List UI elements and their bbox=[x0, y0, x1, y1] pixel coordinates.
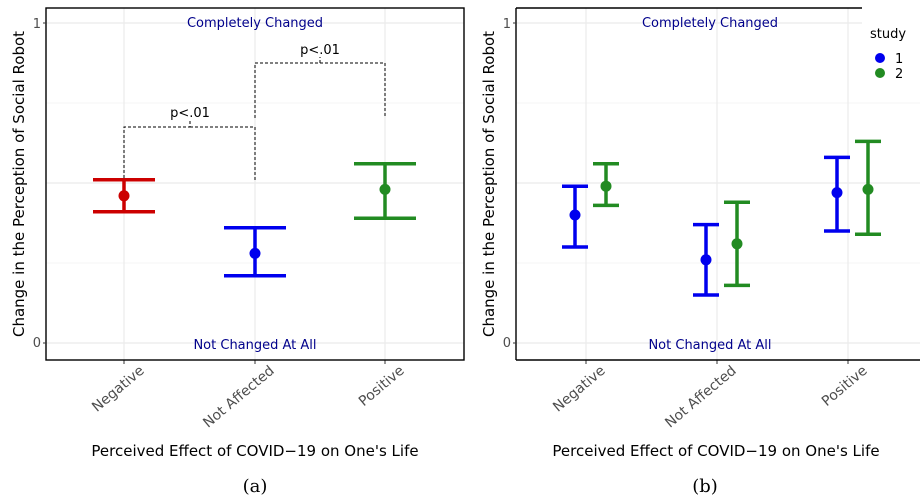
panel-a-xtick-positive: Positive bbox=[356, 363, 408, 410]
point-pb-s2-negative bbox=[600, 180, 612, 192]
panel-a-significance: p<.01 p<.01 bbox=[123, 43, 386, 180]
point-pb-s1-not-affected bbox=[700, 254, 712, 266]
panel-b-grid bbox=[515, 7, 920, 364]
errorbar-pb-s2-not-affected bbox=[724, 200, 750, 288]
point-pa-not-affected bbox=[249, 247, 261, 259]
panel-b-ytick-0: 0 bbox=[503, 336, 511, 351]
point-pb-s2-not-affected bbox=[731, 238, 743, 250]
sig-bracket-2 bbox=[254, 57, 386, 118]
panel-b-top-annotation: Completely Changed bbox=[642, 16, 778, 31]
legend-background bbox=[862, 22, 920, 84]
legend-title: study bbox=[870, 27, 906, 42]
legend: study 1 2 bbox=[862, 22, 920, 84]
legend-label-1: 1 bbox=[895, 52, 903, 67]
panel-a-marks bbox=[93, 162, 416, 278]
panel-a-grid bbox=[46, 8, 464, 364]
panel-b-marks bbox=[562, 139, 881, 297]
panel-a-ytick-1: 1 bbox=[33, 17, 41, 32]
errorbar-pa-positive bbox=[354, 162, 416, 220]
panel-b-xtick-positive: Positive bbox=[819, 363, 871, 410]
legend-swatch-2 bbox=[875, 68, 885, 78]
point-pb-s1-positive bbox=[831, 187, 843, 199]
point-pb-s2-positive bbox=[862, 183, 874, 195]
errorbar-pa-negative bbox=[93, 178, 155, 214]
panel-a-border bbox=[45, 7, 465, 361]
panel-b-ytick-1: 1 bbox=[503, 17, 511, 32]
sig-label-1: p<.01 bbox=[170, 106, 210, 121]
panel-b-xticks: Negative Not Affected Positive bbox=[550, 363, 870, 432]
panel-b-xtick-negative: Negative bbox=[550, 363, 608, 416]
panel-b: Completely Changed Not Changed At All 0 … bbox=[480, 7, 920, 497]
panel-a-xticks: Negative Not Affected Positive bbox=[89, 363, 407, 432]
errorbar-pa-not-affected bbox=[224, 226, 286, 278]
panel-b-xtick-not-affected: Not Affected bbox=[662, 363, 739, 432]
panel-b-ylabel: Change in the Perception of Social Robot bbox=[480, 31, 498, 337]
errorbar-pb-s2-negative bbox=[593, 162, 619, 208]
panel-a-top-annotation: Completely Changed bbox=[187, 16, 323, 31]
legend-label-2: 2 bbox=[895, 67, 903, 82]
errorbar-pb-s2-positive bbox=[855, 139, 881, 236]
point-pa-negative bbox=[118, 190, 130, 202]
sig-label-2: p<.01 bbox=[300, 43, 340, 58]
panel-b-caption: (b) bbox=[692, 476, 718, 497]
point-pb-s1-negative bbox=[569, 209, 581, 221]
panel-a-xtick-negative: Negative bbox=[89, 363, 147, 416]
errorbar-pb-s1-negative bbox=[562, 184, 588, 249]
errorbar-pb-s1-not-affected bbox=[693, 222, 719, 297]
panel-a-xtick-not-affected: Not Affected bbox=[200, 363, 277, 432]
legend-swatch-1 bbox=[875, 53, 885, 63]
panel-b-xlabel: Perceived Effect of COVID−19 on One's Li… bbox=[552, 442, 879, 460]
errorbar-pb-s1-positive bbox=[824, 155, 850, 233]
panel-a-xlabel: Perceived Effect of COVID−19 on One's Li… bbox=[91, 442, 418, 460]
panel-a: Completely Changed Not Changed At All 0 … bbox=[10, 7, 465, 497]
panel-a-bottom-annotation: Not Changed At All bbox=[193, 338, 316, 353]
panel-a-ytick-0: 0 bbox=[33, 336, 41, 351]
sig-bracket-1 bbox=[123, 121, 256, 180]
panel-b-bottom-annotation: Not Changed At All bbox=[648, 338, 771, 353]
panel-a-ylabel: Change in the Perception of Social Robot bbox=[10, 31, 28, 337]
point-pa-positive bbox=[379, 183, 391, 195]
panel-a-caption: (a) bbox=[243, 476, 268, 497]
